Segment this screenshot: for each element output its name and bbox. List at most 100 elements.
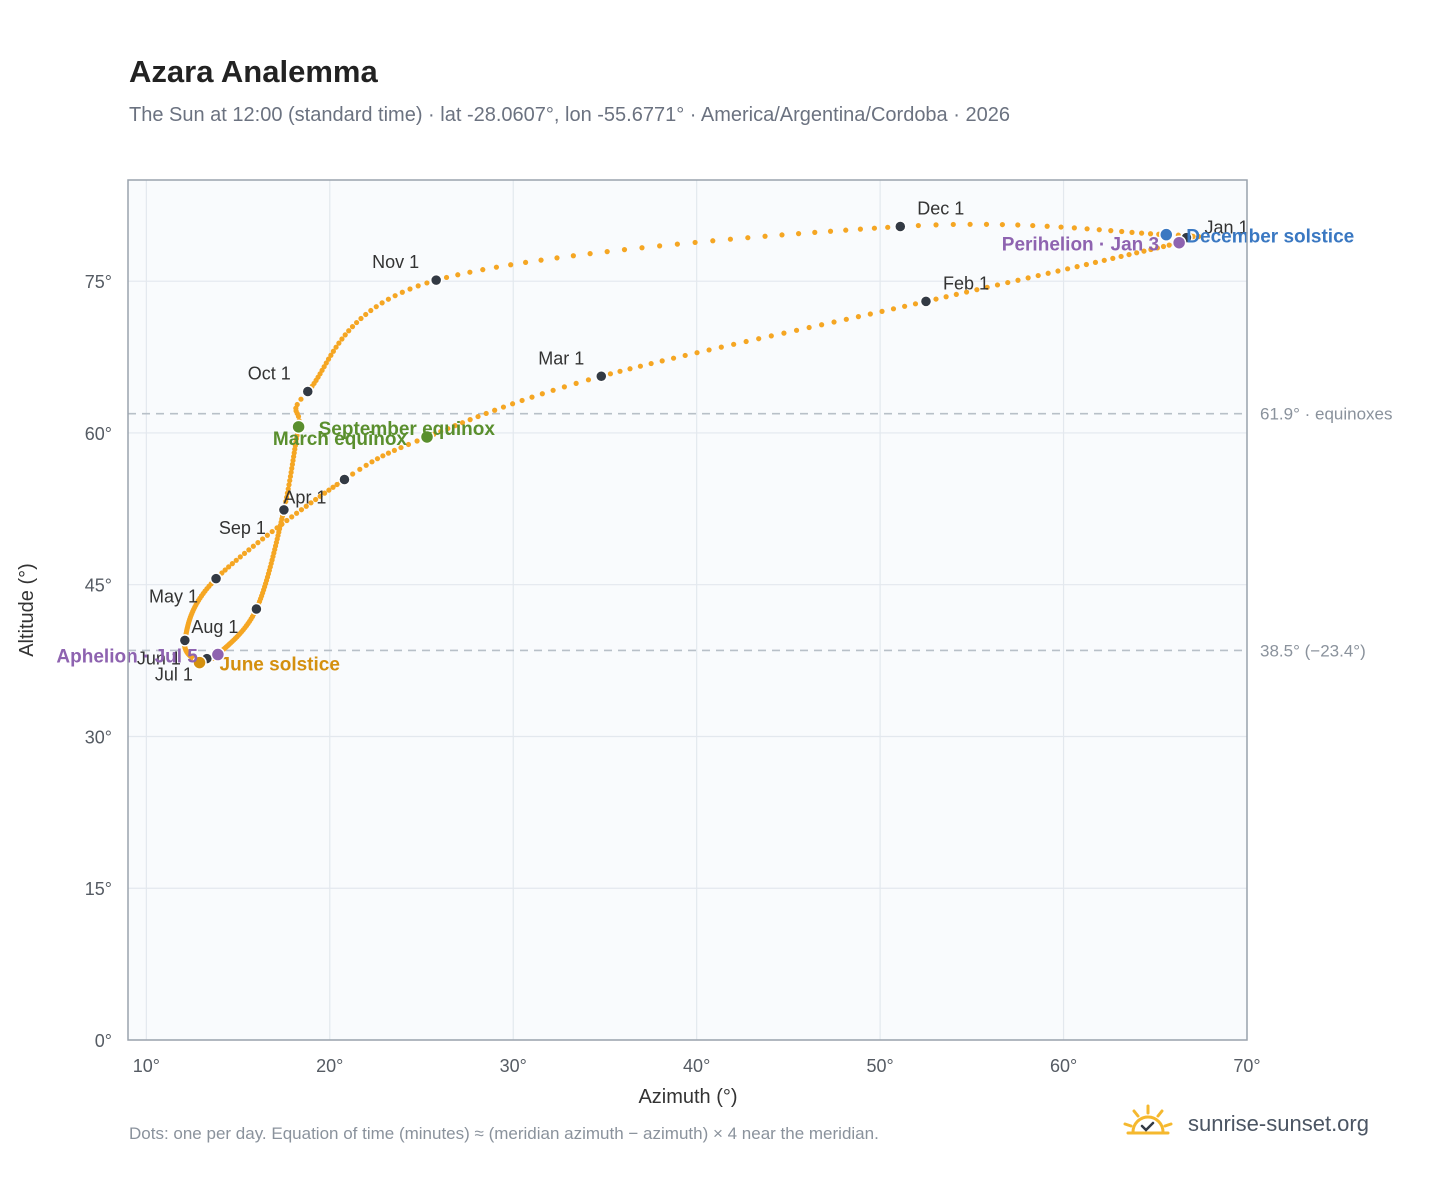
daily-dot: [246, 547, 252, 553]
daily-dot: [682, 352, 688, 359]
daily-dot: [984, 284, 990, 290]
daily-dot: [342, 332, 348, 338]
month-marker: [277, 503, 291, 517]
daily-dot: [467, 417, 473, 423]
event-marker: [210, 647, 226, 662]
x-tick-label: 60°: [1050, 1056, 1077, 1076]
daily-dot: [289, 465, 295, 471]
daily-dot: [963, 289, 970, 295]
analemma-chart: 61.9° · equinoxes 38.5° (−23.4°) Jan 1 Feb…: [16, 179, 1393, 1108]
daily-dot: [694, 350, 700, 356]
daily-dot: [1166, 242, 1172, 248]
daily-dot: [915, 222, 921, 229]
daily-dot: [233, 557, 239, 563]
daily-dot: [950, 221, 956, 228]
event-marker: [419, 429, 435, 445]
daily-dot: [260, 536, 266, 542]
daily-dot: [587, 251, 593, 257]
daily-dot: [819, 322, 825, 328]
daily-dot: [604, 249, 610, 255]
daily-dot: [867, 311, 873, 317]
daily-dot: [953, 291, 959, 298]
y-tick-label: 30°: [85, 727, 112, 747]
x-tick-label: 30°: [500, 1056, 527, 1076]
daily-dot: [674, 241, 680, 247]
daily-dot: [298, 396, 304, 402]
daily-dot: [385, 450, 392, 456]
daily-dot: [855, 314, 862, 320]
daily-dot: [718, 344, 724, 350]
month-marker: [595, 370, 608, 383]
daily-dot: [287, 477, 293, 484]
month-marker: [919, 295, 933, 308]
daily-dot: [561, 384, 567, 390]
month-label: Aug 1: [191, 617, 238, 637]
footnote: Dots: one per day. Equation of time (min…: [129, 1124, 879, 1143]
daily-dot: [480, 267, 486, 273]
daily-dot: [264, 532, 270, 538]
daily-dot: [286, 482, 292, 488]
month-label: Apr 1: [283, 487, 326, 507]
month-marker: [894, 220, 907, 233]
daily-dot: [933, 222, 939, 228]
daily-dot: [290, 457, 296, 464]
daily-dot: [793, 327, 800, 333]
event-marker: [291, 419, 306, 435]
daily-dot: [1030, 222, 1036, 229]
daily-dot: [1118, 253, 1124, 260]
daily-dot: [999, 221, 1005, 228]
daily-dot: [857, 226, 863, 232]
daily-dot: [298, 507, 305, 513]
month-label: Mar 1: [538, 348, 584, 368]
daily-dot: [890, 306, 897, 312]
daily-dot: [670, 355, 677, 361]
daily-dot: [1096, 227, 1102, 233]
month-label: May 1: [149, 587, 198, 607]
daily-dot: [879, 308, 885, 314]
daily-dot: [885, 224, 891, 230]
event-marker: [1159, 227, 1174, 242]
daily-dot: [358, 315, 364, 322]
x-axis-label: Azimuth (°): [638, 1086, 737, 1108]
y-tick-label: 60°: [85, 424, 112, 444]
daily-dot: [812, 229, 818, 235]
daily-dot: [756, 336, 762, 342]
daily-dot: [483, 410, 489, 417]
daily-dot: [659, 358, 665, 364]
daily-dot: [779, 232, 785, 238]
daily-dot: [1025, 275, 1031, 281]
daily-dot: [1141, 248, 1147, 254]
daily-dot: [424, 280, 430, 286]
daily-dot: [328, 352, 334, 358]
daily-dot: [321, 490, 328, 496]
brand-name: sunrise-sunset.org: [1188, 1111, 1369, 1136]
daily-dot: [1129, 229, 1135, 235]
daily-dot: [313, 496, 319, 503]
daily-dot: [392, 293, 398, 299]
daily-dot: [621, 247, 628, 253]
daily-dot: [727, 236, 733, 242]
daily-dot: [519, 397, 525, 404]
brand-logo[interactable]: sunrise-sunset.org: [1120, 1102, 1369, 1146]
daily-dot: [1108, 228, 1114, 234]
daily-dot: [827, 228, 834, 234]
daily-dot: [334, 481, 340, 488]
month-label: Feb 1: [943, 273, 989, 293]
daily-dot: [607, 371, 614, 377]
daily-dot: [692, 239, 698, 246]
month-marker: [301, 385, 315, 398]
daily-dot: [554, 255, 560, 261]
daily-dot: [743, 338, 749, 345]
daily-dot: [250, 543, 256, 549]
daily-dot: [843, 227, 849, 233]
daily-dot: [1035, 272, 1041, 279]
x-tick-label: 50°: [866, 1056, 893, 1076]
daily-dot: [1092, 259, 1099, 265]
daily-dot: [326, 487, 332, 493]
daily-dot: [983, 221, 990, 227]
daily-dot: [333, 344, 339, 350]
daily-dot: [294, 510, 300, 516]
daily-dot: [1071, 225, 1077, 231]
